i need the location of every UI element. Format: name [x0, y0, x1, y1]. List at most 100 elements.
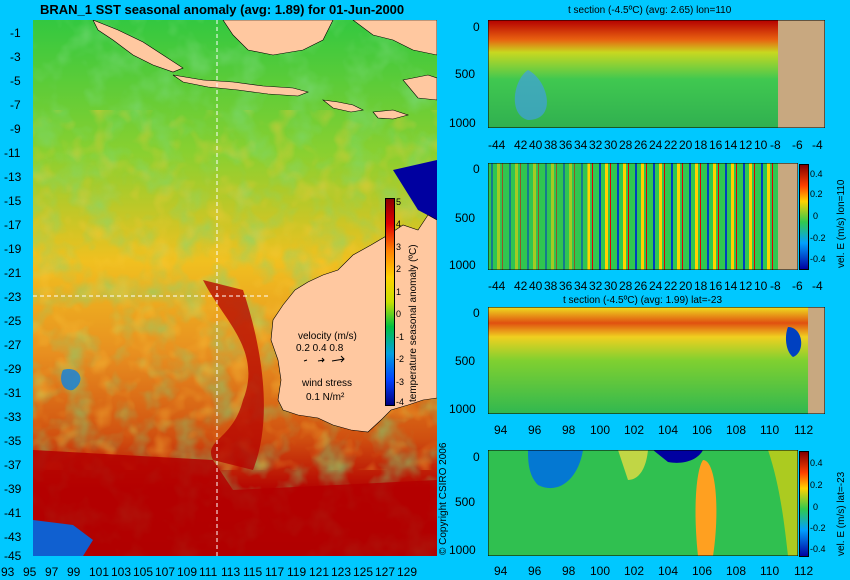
copyright-text: © Copyright CSIRO 2006	[438, 443, 449, 555]
lat-tick: -7	[10, 99, 21, 111]
x-tick: 18	[694, 280, 707, 292]
lon-tick: 105	[133, 566, 153, 578]
lon-tick: 111	[199, 566, 217, 578]
x-tick: 30	[604, 280, 617, 292]
x-tick: 34	[574, 139, 587, 151]
lon-tick: 97	[45, 566, 58, 578]
panel3-title: t section (-4.5ºC) (avg: 1.99) lat=-23	[563, 295, 722, 306]
x-tick: -4	[812, 139, 823, 151]
x-tick: 12	[739, 280, 752, 292]
colorbar-label: vel. E (m/s) lon=110	[836, 180, 847, 268]
x-tick: 34	[574, 280, 587, 292]
lon-tick: 107	[155, 566, 175, 578]
lon-tick: 123	[331, 566, 351, 578]
colorbar-tick: -1	[396, 333, 404, 342]
sst-anomaly-map[interactable]	[33, 20, 437, 556]
x-tick: -6	[792, 139, 803, 151]
x-tick: -6	[792, 280, 803, 292]
colorbar-tick: 0.2	[810, 190, 823, 199]
y-tick: 500	[455, 496, 475, 508]
lat-tick: -15	[4, 195, 21, 207]
x-tick: 106	[692, 424, 712, 436]
lon-tick: 125	[353, 566, 373, 578]
lon-tick: 113	[221, 566, 240, 578]
lat-tick: -37	[4, 459, 21, 471]
lat-tick: -19	[4, 243, 21, 255]
velocity-legend-values: 0.2 0.4 0.8	[296, 343, 343, 354]
y-tick: 0	[473, 307, 480, 319]
x-tick: 28	[619, 280, 632, 292]
x-tick: -8	[770, 139, 781, 151]
x-tick: 28	[619, 139, 632, 151]
x-tick: 36	[559, 280, 572, 292]
colorbar-tick: 0	[813, 212, 818, 221]
x-tick: 40	[529, 139, 542, 151]
x-tick: 110	[760, 565, 779, 577]
x-tick: 18	[694, 139, 707, 151]
lon-tick: 109	[177, 566, 197, 578]
colorbar-tick: -2	[396, 355, 404, 364]
lat-tick: -11	[4, 147, 20, 159]
x-tick: 94	[494, 565, 507, 577]
x-tick: -44	[488, 280, 505, 292]
x-tick: 26	[634, 280, 647, 292]
lon-tick: 95	[23, 566, 36, 578]
x-tick: 16	[709, 139, 722, 151]
lat-tick: -35	[4, 435, 21, 447]
lat-tick: -45	[4, 550, 21, 562]
y-tick: 500	[455, 212, 475, 224]
x-tick: 32	[589, 280, 602, 292]
x-tick: 104	[658, 565, 678, 577]
x-tick: 20	[679, 280, 692, 292]
lat-tick: -5	[10, 75, 21, 87]
main-map-title: BRAN_1 SST seasonal anomaly (avg: 1.89) …	[40, 2, 404, 17]
colorbar-tick: 0	[396, 310, 401, 319]
colorbar-tick: 0.4	[810, 170, 823, 179]
y-tick: 500	[455, 355, 475, 367]
y-tick: 1000	[449, 544, 476, 556]
panel2-x-ticks: -44 42 40 38 36 34 32 30 28 26 24 22 20 …	[488, 280, 825, 294]
colorbar-tick: -0.2	[810, 524, 826, 533]
x-tick: 96	[528, 424, 541, 436]
x-tick: 22	[664, 139, 677, 151]
x-tick: 102	[624, 424, 644, 436]
panel1-section-plot[interactable]	[488, 20, 825, 128]
colorbar-tick: -0.2	[810, 234, 826, 243]
x-tick: -4	[812, 280, 823, 292]
lat-tick: -25	[4, 315, 21, 327]
x-tick: 104	[658, 424, 678, 436]
lat-tick: -3	[10, 51, 21, 63]
lat-tick: -21	[4, 267, 21, 279]
x-tick: 110	[760, 424, 779, 436]
panel2-velocity-plot[interactable]	[488, 163, 798, 270]
lat-tick: -17	[4, 219, 21, 231]
panel3-x-ticks: 94 96 98 100 102 104 106 108 110 112	[488, 424, 825, 438]
panel1-x-ticks: -44 42 40 38 36 34 32 30 28 26 24 22 20 …	[488, 139, 825, 153]
lat-tick: -27	[4, 339, 21, 351]
colorbar-tick: 0.2	[810, 481, 823, 490]
x-tick: 10	[754, 139, 767, 151]
wind-legend-title: wind stress	[302, 378, 352, 389]
x-tick: 38	[544, 280, 557, 292]
panel4-x-ticks: 94 96 98 100 102 104 106 108 110 112	[488, 565, 825, 579]
y-tick: 500	[455, 68, 475, 80]
colorbar-label: temperature seasonal anomaly (ºC)	[408, 244, 419, 402]
velocity-legend-title: velocity (m/s)	[298, 331, 357, 342]
panel3-section-plot[interactable]	[488, 307, 825, 414]
colorbar-gradient	[799, 451, 809, 557]
x-tick: -44	[488, 139, 505, 151]
panel1-title: t section (-4.5ºC) (avg: 2.65) lon=110	[568, 5, 731, 16]
x-tick: 14	[724, 280, 737, 292]
x-tick: -8	[770, 280, 781, 292]
y-tick: 0	[473, 451, 480, 463]
velocity-arrows	[298, 354, 358, 366]
x-tick: 42	[514, 280, 527, 292]
y-tick: 0	[473, 21, 480, 33]
x-tick: 108	[726, 565, 746, 577]
x-tick: 22	[664, 280, 677, 292]
y-tick: 1000	[449, 403, 476, 415]
panel4-velocity-plot[interactable]	[488, 450, 798, 556]
colorbar-tick: 4	[396, 220, 401, 229]
colorbar-tick: -4	[396, 398, 404, 407]
colorbar-gradient	[385, 198, 395, 406]
